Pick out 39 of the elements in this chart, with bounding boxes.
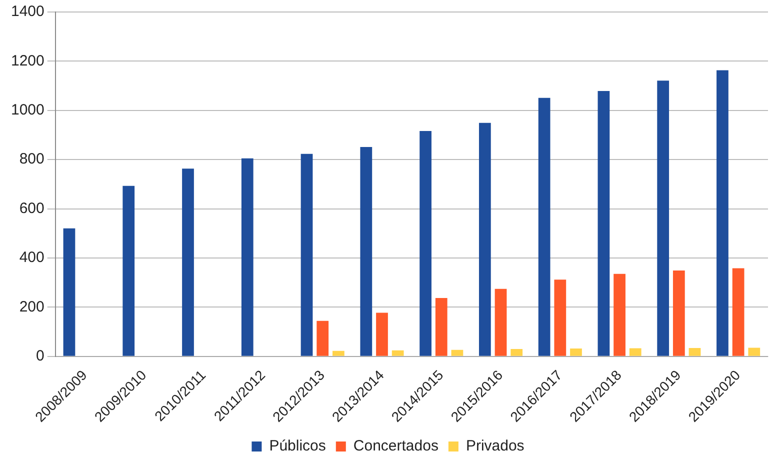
bar: [122, 186, 135, 356]
bar: [748, 348, 760, 356]
bar: [688, 348, 701, 356]
bar: [598, 90, 610, 356]
bar: [451, 350, 464, 356]
bar: [392, 350, 404, 356]
y-tick-label: 200: [19, 298, 44, 316]
bar: [435, 298, 448, 356]
legend-label: Privados: [466, 438, 524, 455]
y-tick-label: 1000: [10, 102, 44, 119]
bar: [570, 348, 582, 356]
y-tick-label: 0: [36, 347, 44, 364]
bar: [478, 122, 491, 356]
bar: [420, 131, 432, 356]
y-tick-label: 1400: [10, 3, 44, 20]
bar: [629, 348, 642, 356]
bar: [376, 312, 388, 356]
bar: [554, 280, 566, 356]
bar: [332, 350, 344, 356]
bar: [241, 158, 254, 356]
bar: [657, 80, 670, 356]
legend-label: Concertados: [353, 438, 438, 455]
y-tick-label: 400: [19, 249, 44, 266]
bar: [300, 154, 313, 356]
y-tick-label: 1200: [10, 52, 44, 70]
bar: [672, 270, 685, 356]
bar: [316, 320, 329, 356]
bar: [614, 274, 626, 356]
bar: [63, 228, 76, 356]
bar: [360, 147, 372, 356]
y-tick-label: 800: [19, 150, 44, 168]
bar: [732, 268, 744, 356]
bar: [538, 98, 550, 356]
bar: [494, 288, 507, 356]
legend-label: Públicos: [269, 438, 326, 455]
bar: [716, 70, 728, 356]
bar: [182, 168, 194, 356]
y-tick-label: 600: [19, 200, 44, 217]
bar: [510, 348, 523, 356]
